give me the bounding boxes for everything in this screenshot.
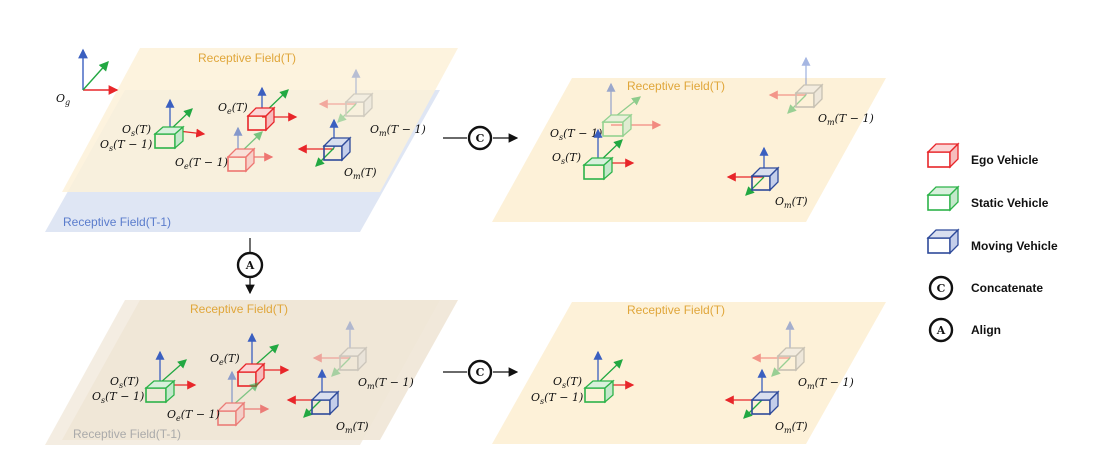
moving-label-t: Om(T) xyxy=(336,420,369,435)
static-label-t: Os(T) xyxy=(122,123,151,138)
static-label-t1: Os(T − 1) xyxy=(531,391,583,406)
concat-operator-top: C xyxy=(443,125,519,151)
static-vehicle-t1 xyxy=(601,82,662,138)
static-vehicle xyxy=(153,98,206,150)
moving-vehicle-t1 xyxy=(318,68,374,123)
align-letter: A xyxy=(245,259,255,272)
moving-vehicle-t xyxy=(286,368,340,418)
ego-label-t1: Oe(T − 1) xyxy=(167,408,220,423)
ego-label-t1: Oe(T − 1) xyxy=(175,156,228,171)
legend-static-icon xyxy=(926,185,960,212)
receptive-field-t-label: Receptive Field(T) xyxy=(627,79,725,93)
static-label-t: Os(T) xyxy=(110,375,139,390)
moving-label-t1: Om(T − 1) xyxy=(798,376,854,391)
moving-label-t: Om(T) xyxy=(775,195,808,210)
static-vehicle xyxy=(144,350,197,404)
static-label-t1: Os(T − 1) xyxy=(550,127,602,142)
concat-letter: C xyxy=(476,366,485,379)
global-frame-label: Og xyxy=(56,92,70,107)
legend-ego-label: Ego Vehicle xyxy=(971,153,1039,167)
receptive-field-t1-label: Receptive Field(T-1) xyxy=(73,427,181,441)
ego-vehicle-t xyxy=(246,86,298,132)
receptive-field-t-plane xyxy=(492,78,886,222)
legend-concat-icon: C xyxy=(928,275,954,301)
static-label-t1: Os(T − 1) xyxy=(92,390,144,405)
moving-label-t1: Om(T − 1) xyxy=(818,112,874,127)
panel-bottom-left: Receptive Field(T) Receptive Field(T-1) … xyxy=(45,300,458,445)
legend-align-label: Align xyxy=(971,323,1001,337)
moving-label-t: Om(T) xyxy=(775,420,808,435)
static-label-t1: Os(T − 1) xyxy=(100,138,152,153)
panel-top-right: Receptive Field(T) Os(T − 1) Os(T) xyxy=(492,56,886,222)
panel-top-left: Receptive Field(T) Receptive Field(T-1) … xyxy=(45,48,458,232)
moving-vehicle-t1 xyxy=(312,320,368,377)
ego-vehicle-t1 xyxy=(226,126,274,173)
ego-vehicle-t1 xyxy=(216,370,270,427)
moving-vehicle-t1 xyxy=(751,320,806,377)
svg-text:A: A xyxy=(936,324,946,337)
svg-text:C: C xyxy=(937,282,946,295)
legend-concat-label: Concatenate xyxy=(971,281,1043,295)
concat-operator-bottom: C xyxy=(443,359,519,385)
receptive-field-t-plane xyxy=(492,302,886,444)
legend-moving-icon xyxy=(926,228,960,255)
moving-vehicle-t xyxy=(724,368,780,419)
moving-label-t1: Om(T − 1) xyxy=(358,376,414,391)
moving-vehicle-t xyxy=(297,118,352,167)
receptive-field-t-label: Receptive Field(T) xyxy=(190,302,288,316)
legend-align-icon: A xyxy=(928,317,954,343)
legend: Ego Vehicle Static Vehicle Moving Vehicl… xyxy=(926,142,1058,343)
static-label-t: Os(T) xyxy=(552,151,581,166)
legend-moving-label: Moving Vehicle xyxy=(971,239,1058,253)
global-frame-axes xyxy=(78,48,119,95)
static-vehicle xyxy=(583,350,635,404)
receptive-field-t-plane xyxy=(62,48,458,192)
align-operator: A xyxy=(236,238,264,295)
ego-label-t: Oe(T) xyxy=(218,101,248,116)
ego-vehicle-t xyxy=(236,332,290,388)
legend-static-label: Static Vehicle xyxy=(971,196,1049,210)
moving-vehicle-t xyxy=(726,146,780,196)
legend-ego-icon xyxy=(926,142,960,169)
concat-letter: C xyxy=(476,132,485,145)
static-vehicle-t xyxy=(582,128,635,181)
receptive-field-t-label: Receptive Field(T) xyxy=(198,51,296,65)
moving-label-t: Om(T) xyxy=(344,166,377,181)
moving-vehicle-t1 xyxy=(768,56,824,114)
panel-bottom-right: Receptive Field(T) Os(T) Os(T − 1) Om(T … xyxy=(492,302,886,444)
static-label-t: Os(T) xyxy=(553,375,582,390)
receptive-field-t-label: Receptive Field(T) xyxy=(627,303,725,317)
receptive-field-t1-label: Receptive Field(T-1) xyxy=(63,215,171,229)
moving-label-t1: Om(T − 1) xyxy=(370,123,426,138)
ego-label-t: Oe(T) xyxy=(210,352,240,367)
